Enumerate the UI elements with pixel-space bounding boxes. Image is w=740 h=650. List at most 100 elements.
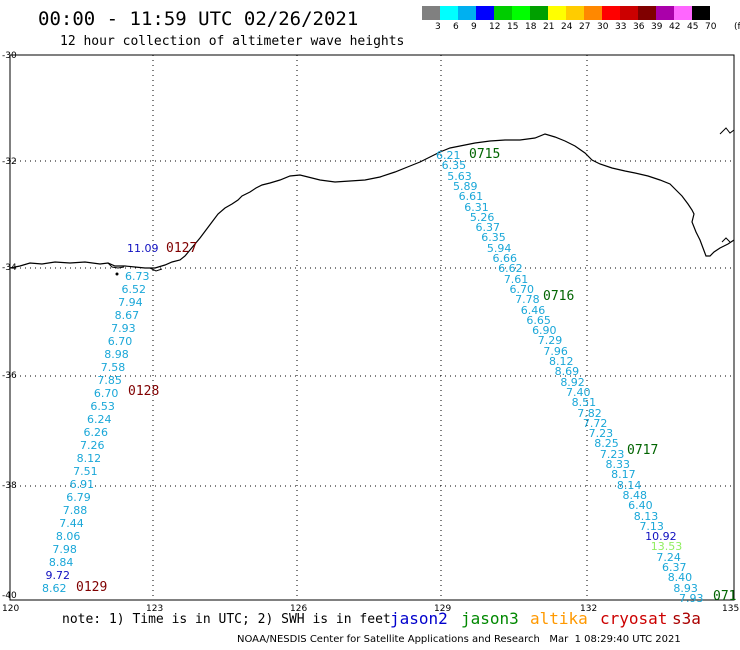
note-text: note: 1) Time is in UTC; 2) SWH is in fe… — [62, 612, 391, 627]
wave-height-label: 5.26 — [469, 210, 495, 224]
colorbar-swatch: 6 — [440, 6, 459, 32]
lat-label-36: -36 — [2, 371, 17, 381]
colorbar-label: 70 — [705, 22, 717, 32]
colorbar-label: 24 — [561, 22, 573, 32]
lon-label-126: 126 — [290, 604, 308, 614]
wave-height-label: 5.89 — [452, 179, 478, 193]
wave-height-label: 8.17 — [611, 468, 636, 482]
wave-height-label: 7.61 — [503, 272, 529, 286]
map-frame — [9, 54, 735, 601]
wave-height-label: 6.73 — [125, 270, 150, 283]
lat-label-40: -40 — [2, 591, 17, 601]
colorbar-label: 6 — [453, 22, 459, 32]
wave-height-label: 8.84 — [48, 556, 74, 569]
lat-label-34: -34 — [2, 263, 17, 273]
west-altimeter-track — [115, 272, 119, 276]
pass-time-label: 0128 — [128, 384, 160, 399]
wave-height-label: 7.23 — [588, 427, 614, 441]
wave-height-label: 7.51 — [73, 465, 98, 478]
wave-height-label: 6.52 — [121, 283, 147, 296]
wave-height-label: 8.06 — [55, 530, 81, 543]
wave-height-label: 8.93 — [673, 581, 698, 595]
wave-height-label: 5.94 — [486, 241, 512, 255]
colorbar-label: 30 — [597, 22, 609, 32]
wave-height-label: 8.62 — [42, 582, 67, 595]
wave-height-label: 6.61 — [458, 190, 484, 204]
wave-height-label: 7.98 — [52, 543, 77, 556]
colorbar-swatch: 70 — [692, 6, 716, 32]
colorbar-unit: (ft) — [734, 22, 740, 32]
coastline — [9, 133, 735, 269]
wave-height-label: 8.14 — [616, 478, 642, 492]
lat-label-32: -32 — [2, 157, 17, 167]
wave-height-label: 6.70 — [509, 282, 534, 296]
colorbar-swatch: 9 — [458, 6, 477, 32]
colorbar-label: 45 — [687, 22, 699, 32]
wave-height-label: 6.35 — [441, 159, 467, 173]
wave-height-label: 10.92 — [645, 530, 677, 544]
pass-time-label: 0127 — [166, 241, 198, 256]
colorbar-label: 27 — [579, 22, 591, 32]
colorbar-label: 42 — [669, 22, 681, 32]
colorbar-label: 15 — [507, 22, 519, 32]
pass-time-label: 071 — [713, 589, 737, 604]
wave-height-label: 11.09 — [127, 242, 159, 255]
wave-height-label: 7.82 — [577, 406, 602, 420]
wave-height-label: 8.69 — [554, 365, 580, 379]
wave-height-label: 7.94 — [118, 296, 143, 309]
wave-height-label: 8.33 — [605, 458, 631, 472]
wave-height-label: 8.12 — [549, 355, 574, 369]
wave-height-label: 7.58 — [100, 361, 126, 374]
graticule — [10, 55, 734, 600]
map-title: 00:00 - 11:59 UTC 02/26/2021 — [38, 8, 359, 30]
colorbar-label: 36 — [633, 22, 645, 32]
track-start-marker — [115, 272, 119, 276]
wave-height-label: 6.66 — [492, 252, 518, 266]
credit-line: NOAA/NESDIS Center for Satellite Applica… — [237, 634, 681, 645]
colorbar-swatch: 12 — [476, 6, 500, 32]
wave-height-label: 8.12 — [76, 452, 102, 465]
wave-height-label: 5.63 — [447, 169, 472, 183]
colorbar-label: 18 — [525, 22, 537, 32]
lat-label-30: -30 — [2, 51, 17, 61]
wave-height-label: 8.48 — [622, 488, 647, 502]
colorbar-swatch: 30 — [584, 6, 608, 32]
wave-height-label: 7.44 — [59, 517, 84, 530]
wave-height-label: 6.91 — [69, 478, 95, 491]
coastline-detail — [107, 127, 735, 272]
lon-label-123: 123 — [146, 604, 164, 614]
wave-height-label: 8.98 — [104, 348, 129, 361]
wave-height-label: 6.90 — [532, 324, 557, 338]
wave-height-label: 6.31 — [464, 200, 489, 214]
wave-height-label: 8.67 — [114, 309, 140, 322]
lon-label-135: 135 — [722, 604, 740, 614]
pass-time-label: 0129 — [76, 580, 108, 595]
wave-height-label: 7.88 — [62, 504, 88, 517]
wave-height-label: 6.21 — [436, 149, 461, 162]
colorbar-label: 39 — [651, 22, 663, 32]
wave-height-label: 6.35 — [481, 231, 506, 245]
map-subtitle: 12 hour collection of altimeter wave hei… — [60, 34, 405, 49]
legend-jason3: jason3 — [461, 609, 519, 628]
wave-height-label: 6.24 — [86, 413, 112, 426]
legend-jason2: jason2 — [390, 609, 448, 628]
colorbar-swatch: 45 — [674, 6, 698, 32]
wave-height-label: 7.93 — [679, 592, 704, 605]
lon-label-132: 132 — [580, 604, 598, 614]
wave-height-label: 9.72 — [45, 569, 70, 582]
wave-height-label: 7.93 — [111, 322, 136, 335]
wave-height-label: 6.79 — [66, 491, 91, 504]
colorbar-swatch: 27 — [566, 6, 590, 32]
lon-label-129: 129 — [434, 604, 452, 614]
colorbar-swatch: 3 — [422, 6, 441, 32]
colorbar-swatch: 15 — [494, 6, 518, 32]
wave-height-label: 8.92 — [560, 375, 585, 389]
wave-height-label: 6.65 — [526, 313, 551, 327]
wave-height-label: 8.51 — [571, 396, 597, 410]
colorbar-label: 3 — [435, 22, 441, 32]
wave-height-label: 6.53 — [90, 400, 115, 413]
colorbar-swatch: 42 — [656, 6, 680, 32]
wave-height-label: 6.70 — [93, 387, 119, 400]
colorbar-swatch: 21 — [530, 6, 554, 32]
